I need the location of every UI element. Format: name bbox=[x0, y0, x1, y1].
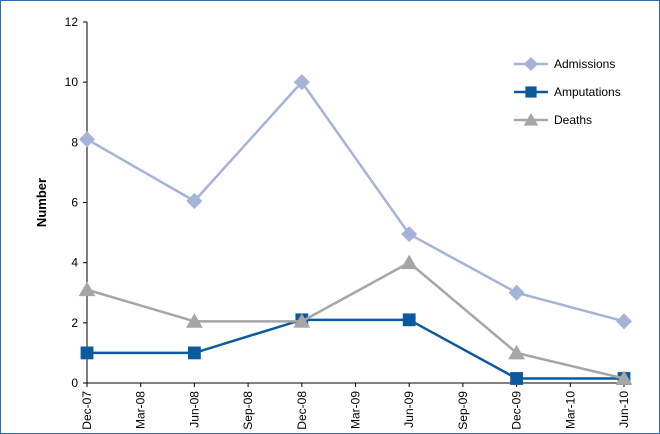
x-tick-label: Jun-10 bbox=[617, 391, 631, 428]
y-tick-label: 4 bbox=[71, 256, 78, 270]
x-tick-label: Jun-08 bbox=[187, 391, 201, 428]
x-tick-label: Mar-08 bbox=[134, 391, 148, 429]
legend-label-amputations: Amputations bbox=[554, 85, 621, 99]
admissions-series-line bbox=[86, 80, 625, 323]
deaths-data-point bbox=[186, 313, 203, 328]
y-tick-label: 8 bbox=[71, 135, 78, 149]
x-tick-label: Mar-10 bbox=[563, 391, 577, 429]
y-tick-label: 10 bbox=[65, 75, 79, 89]
y-tick-label: 2 bbox=[71, 316, 78, 330]
x-tick-label: Sep-09 bbox=[456, 391, 470, 430]
amputations-data-point bbox=[80, 346, 94, 360]
y-tick-label: 12 bbox=[65, 15, 79, 29]
x-tick-label: Jun-09 bbox=[402, 391, 416, 428]
legend-marker-admissions bbox=[524, 57, 538, 71]
x-tick-label: Dec-08 bbox=[295, 391, 309, 430]
deaths-data-point bbox=[293, 313, 311, 328]
x-tick-label: Dec-07 bbox=[80, 391, 94, 430]
legend-marker-deaths bbox=[523, 113, 539, 126]
amputations-data-point bbox=[402, 313, 416, 327]
y-axis-title: Number bbox=[34, 178, 49, 227]
amputations-series-line bbox=[87, 318, 624, 380]
admissions-data-point bbox=[186, 192, 203, 209]
deaths-data-point bbox=[78, 281, 96, 297]
x-tick-label: Dec-09 bbox=[510, 391, 524, 430]
deaths-data-point bbox=[508, 344, 525, 360]
amputations-data-point bbox=[188, 346, 201, 360]
deaths-series-line bbox=[86, 261, 625, 380]
legend-label-deaths: Deaths bbox=[554, 113, 592, 127]
admissions-data-point bbox=[401, 226, 418, 243]
deaths-data-point bbox=[400, 254, 418, 270]
x-tick-label: Sep-08 bbox=[241, 391, 255, 430]
deaths-data-point bbox=[615, 370, 633, 385]
admissions-data-point bbox=[79, 131, 95, 148]
amputations-data-point bbox=[510, 372, 523, 385]
legend-label-admissions: Admissions bbox=[554, 57, 615, 71]
admissions-data-point bbox=[616, 313, 632, 330]
y-tick-label: 6 bbox=[71, 196, 78, 210]
legend-marker-amputations bbox=[525, 86, 537, 98]
admissions-data-point bbox=[508, 284, 525, 301]
admissions-data-point bbox=[293, 74, 310, 91]
x-tick-label: Mar-09 bbox=[349, 391, 363, 429]
y-tick-label: 0 bbox=[71, 376, 78, 390]
